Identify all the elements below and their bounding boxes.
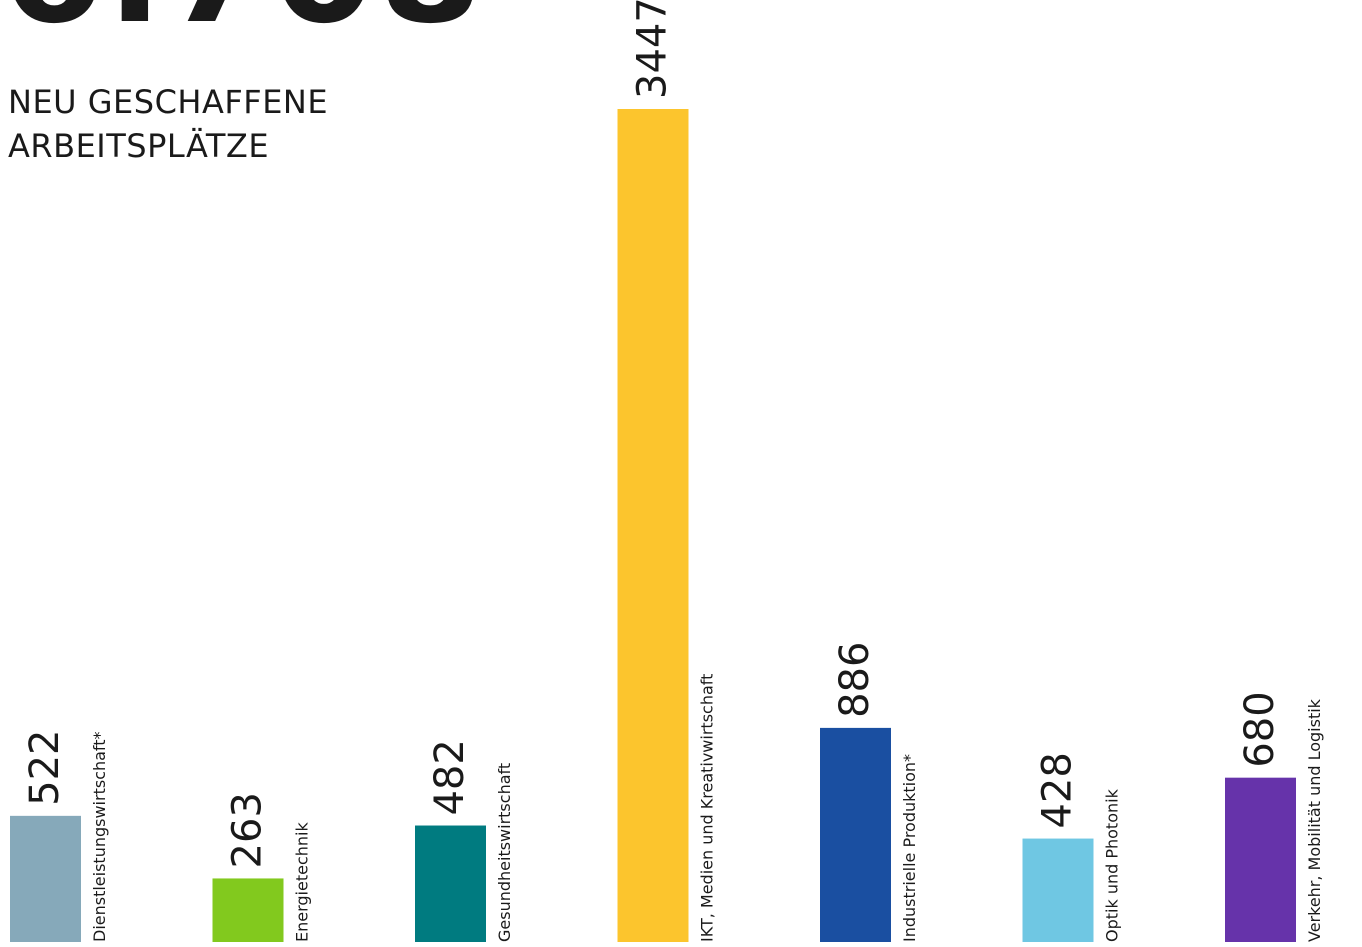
value-label-4: 3447 [630,0,676,99]
value-label-2: 263 [225,792,271,868]
category-label-4: IKT, Medien und Kreativwirtschaft [698,674,717,942]
bar-1 [10,815,81,942]
bar-3 [415,825,486,942]
value-label-5: 886 [832,642,878,718]
category-label-5: Industrielle Produktion* [900,754,919,942]
category-label-2: Energietechnik [293,822,312,942]
total-number: 6.708 [0,0,484,45]
subtitle-line-1: NEU GESCHAFFENE [8,83,329,121]
bar-7 [1225,777,1296,942]
bar-2 [212,878,284,942]
subtitle-line-2: ARBEITSPLÄTZE [8,127,270,165]
category-label-1: Dienstleistungswirtschaft* [90,731,109,942]
value-label-7: 680 [1237,691,1283,767]
category-label-7: Verkehr, Mobilität und Logistik [1305,698,1324,942]
category-label-3: Gesundheitswirtschaft [495,763,514,942]
bar-6 [1022,838,1094,942]
value-label-6: 428 [1035,752,1081,828]
bar-5 [820,727,891,942]
bar-4 [617,109,689,942]
value-label-1: 522 [22,729,68,805]
category-label-6: Optik und Photonik [1103,788,1122,942]
subtitle: NEU GESCHAFFENE ARBEITSPLÄTZE [8,80,328,168]
value-label-3: 482 [427,739,473,815]
